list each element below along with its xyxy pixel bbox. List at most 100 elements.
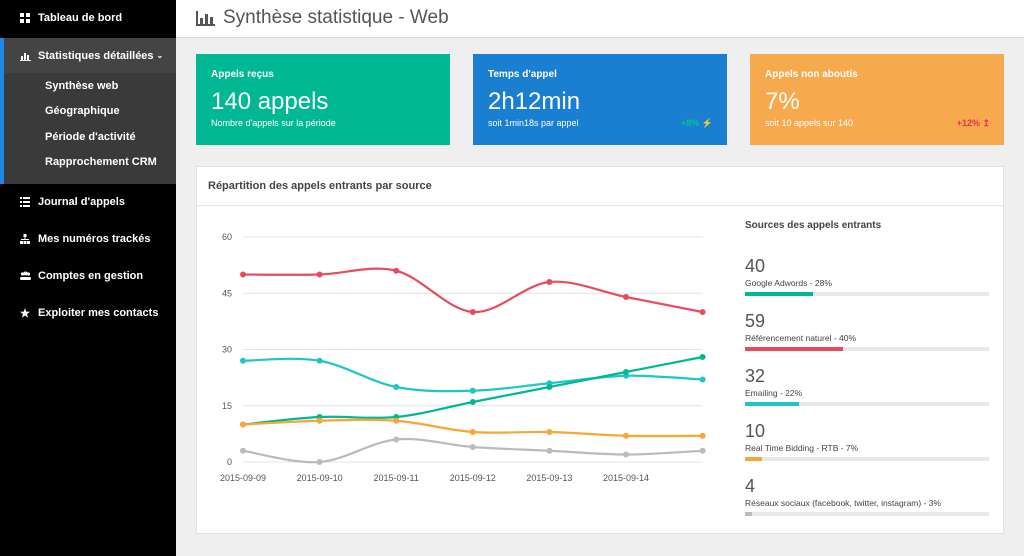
x-tick-label: 2015-09-09 [220, 473, 266, 483]
card-value: 2h12min [488, 88, 581, 115]
data-point [623, 294, 629, 300]
data-point [623, 432, 629, 439]
sidebar-item-label: Tableau de bord [38, 12, 123, 24]
series-line [242, 437, 703, 464]
source-label: Référencement naturel - 40% [745, 333, 857, 343]
source-progress-track [745, 402, 989, 406]
sidebar-item-statistiques[interactable]: Statistiques détaillées ⌄ [0, 38, 176, 73]
source-progress-fill [745, 347, 843, 351]
sidebar-item-tableau-de-bord[interactable]: Tableau de bord [0, 10, 176, 26]
card-appels-recus: Appels reçus 140 appels Nombre d'appels … [196, 54, 450, 145]
source-progress-track [745, 347, 989, 351]
list-icon [20, 197, 30, 207]
series-line [242, 267, 703, 314]
data-point [393, 267, 400, 274]
source-progress-track [745, 457, 989, 461]
data-point [469, 399, 476, 405]
source-label: Réseaux sociaux (facebook, twitter, inst… [745, 498, 942, 508]
bar-chart-icon [196, 11, 215, 26]
x-tick-label: 2015-09-14 [603, 473, 649, 483]
source-label: Emailing - 22% [745, 388, 803, 398]
divider [197, 205, 1003, 206]
data-point [623, 451, 629, 458]
series-line [242, 357, 703, 393]
chevron-down-icon: ⌄ [156, 51, 164, 60]
data-point [699, 309, 706, 315]
trend-badge: +12% ↥ [956, 118, 990, 128]
submenu: Synthèse web Géographique Période d'acti… [0, 73, 176, 184]
source-progress-fill [745, 457, 763, 461]
sidebar-item-label: Mes numéros trackés [38, 233, 151, 245]
data-point [316, 271, 323, 278]
data-point [469, 444, 476, 450]
source-item: 40 Google Adwords - 28% [745, 256, 989, 308]
source-label: Google Adwords - 28% [745, 278, 832, 288]
card-title: Appels reçus [211, 69, 274, 80]
data-point [546, 384, 553, 390]
source-count: 4 [745, 476, 756, 496]
y-tick-label: 15 [222, 401, 232, 411]
card-subtitle: soit 10 appels sur 140 [765, 118, 854, 128]
sidebar-item-label: Exploiter mes contacts [38, 307, 159, 319]
source-item: 4 Réseaux sociaux (facebook, twitter, in… [745, 476, 989, 528]
data-point [393, 417, 400, 424]
x-tick-label: 2015-09-12 [450, 473, 496, 483]
sidebar: Tableau de bord Statistiques détaillées … [0, 0, 176, 556]
sidebar-item-numeros-trackes[interactable]: Mes numéros trackés [0, 231, 176, 247]
data-point [469, 309, 476, 315]
x-tick-label: 2015-09-11 [374, 473, 419, 483]
sidebar-item-label: Journal d'appels [38, 196, 125, 208]
sidebar-item-label: Comptes en gestion [38, 270, 144, 282]
data-point [393, 436, 400, 443]
data-point [699, 432, 706, 439]
submenu-item-rapprochement-crm[interactable]: Rapprochement CRM [45, 156, 157, 168]
card-title: Temps d'appel [488, 69, 557, 80]
data-point [240, 271, 246, 278]
line-chart: 0 15 30 45 60 2015-09-09 2015-09-10 2015-09-11 2… [220, 232, 706, 483]
data-point [699, 354, 706, 360]
card-title: Appels non aboutis [765, 69, 858, 80]
source-progress-fill [745, 402, 799, 406]
sidebar-item-journal-appels[interactable]: Journal d'appels [0, 194, 176, 210]
sidebar-item-comptes-gestion[interactable]: Comptes en gestion [0, 268, 176, 284]
submenu-item-geographique[interactable]: Géographique [45, 105, 120, 117]
source-item: 32 Emailing - 22% [745, 366, 989, 418]
source-count: 10 [745, 421, 766, 441]
bar-chart-icon [20, 51, 31, 61]
data-point [469, 387, 476, 394]
data-point [699, 376, 706, 383]
sidebar-item-label: Statistiques détaillées [38, 49, 154, 62]
source-count: 32 [745, 366, 766, 386]
source-progress-fill [745, 292, 814, 296]
source-progress-track [745, 292, 989, 296]
card-value: 140 appels [211, 88, 329, 115]
submenu-item-synthese-web[interactable]: Synthèse web [45, 80, 119, 92]
submenu-item-periode-activite[interactable]: Période d'activité [45, 131, 136, 143]
sources-title: Sources des appels entrants [745, 220, 882, 231]
data-point [699, 447, 706, 454]
sidebar-item-exploiter-contacts[interactable]: Exploiter mes contacts [0, 305, 176, 321]
data-point [316, 357, 323, 364]
users-icon [20, 271, 31, 281]
source-item: 59 Référencement naturel - 40% [745, 311, 989, 363]
card-temps-appel: Temps d'appel 2h12min soit 1min18s par a… [473, 54, 727, 145]
x-tick-label: 2015-09-10 [297, 473, 343, 483]
data-point [546, 279, 553, 285]
data-point [546, 447, 553, 454]
card-appels-non-aboutis: Appels non aboutis 7% soit 10 appels sur… [750, 54, 1004, 145]
star-icon [20, 308, 30, 318]
data-point [469, 429, 476, 435]
data-point [240, 421, 246, 428]
card-value: 7% [765, 88, 800, 115]
y-tick-label: 0 [227, 457, 232, 467]
card-subtitle: soit 1min18s par appel [488, 118, 579, 128]
data-point [393, 384, 400, 390]
sitemap-icon [20, 234, 30, 244]
page-header: Synthèse statistique - Web [176, 0, 1024, 38]
source-progress-track [745, 512, 989, 516]
y-tick-label: 30 [222, 345, 232, 355]
page-title: Synthèse statistique - Web [223, 7, 449, 28]
y-tick-label: 60 [222, 232, 232, 242]
x-tick-label: 2015-09-13 [526, 473, 572, 483]
data-point [240, 357, 246, 364]
